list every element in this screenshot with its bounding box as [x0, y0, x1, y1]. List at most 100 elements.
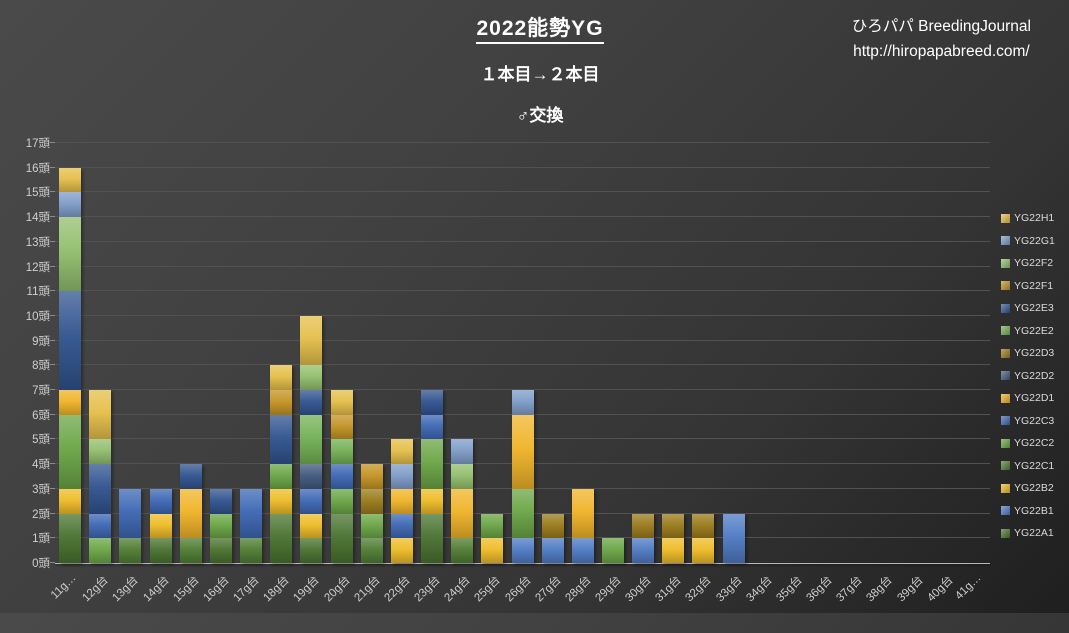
bar-segment: [451, 538, 474, 563]
y-axis-label: 3頭: [32, 483, 50, 496]
y-axis-tick: [50, 389, 55, 391]
bar-segment: [571, 538, 594, 563]
bar-segment: [300, 365, 323, 391]
bar-segment: [390, 488, 413, 514]
y-axis-label: 9頭: [32, 335, 50, 348]
legend-item: YG22D3: [1001, 342, 1055, 365]
legend-item: YG22B2: [1001, 477, 1055, 500]
bar: [149, 488, 172, 563]
legend-label: YG22C3: [1014, 414, 1055, 427]
chart-title: 2022能勢YG: [330, 12, 750, 44]
bar-segment: [209, 513, 232, 539]
gridline: [55, 290, 990, 292]
bar-segment: [390, 513, 413, 539]
legend-swatch: [1001, 416, 1010, 426]
bar-segment: [360, 464, 383, 489]
bar-segment: [421, 414, 444, 440]
y-axis-tick: [50, 142, 55, 143]
gridline: [55, 265, 990, 267]
bar-segment: [390, 464, 413, 489]
bar-segment: [511, 488, 534, 539]
bar-segment: [270, 488, 293, 514]
y-axis-label: 4頭: [32, 459, 50, 472]
y-axis-tick: [50, 240, 55, 242]
y-axis-tick: [50, 512, 55, 514]
y-axis-tick: [50, 487, 55, 489]
bar-segment: [571, 488, 594, 539]
bar-segment: [89, 439, 112, 465]
y-axis-label: 13頭: [25, 236, 50, 249]
bar: [300, 315, 323, 563]
bar: [330, 390, 353, 563]
bar-segment: [330, 513, 353, 563]
legend-label: YG22B2: [1014, 482, 1054, 495]
bar-segment: [59, 513, 82, 563]
bar-segment: [119, 488, 142, 539]
bar-segment: [240, 488, 263, 539]
bar: [360, 464, 383, 563]
y-axis-label: 11頭: [26, 286, 50, 299]
legend-label: YG22D2: [1014, 369, 1055, 382]
bar-segment: [270, 365, 293, 391]
gridline: [55, 166, 990, 168]
gridline: [55, 364, 990, 366]
bar: [541, 513, 564, 563]
bar-segment: [390, 538, 413, 563]
bar-segment: [360, 513, 383, 539]
gridline: [55, 216, 990, 218]
legend-item: YG22G1: [1001, 230, 1055, 253]
bar-segment: [421, 390, 444, 415]
legend-swatch: [1001, 506, 1010, 516]
gridline: [55, 339, 990, 341]
bar-segment: [511, 414, 534, 489]
y-axis-tick: [50, 290, 55, 292]
y-axis-label: 7頭: [32, 385, 50, 398]
bar-segment: [330, 390, 353, 415]
y-axis-tick: [50, 339, 55, 341]
bar-segment: [330, 414, 353, 440]
bar: [632, 513, 655, 563]
y-axis-tick: [50, 413, 55, 415]
bar-segment: [300, 538, 323, 563]
bar-segment: [59, 291, 82, 391]
bar-segment: [541, 538, 564, 563]
bar: [179, 464, 202, 563]
y-axis-label: 12頭: [25, 261, 50, 274]
legend: YG22H1 YG22G1 YG22F2 YG22F1 YG22E3 YG22E2 YG22…: [1001, 207, 1055, 545]
y-axis-tick: [50, 265, 55, 267]
x-axis-line: [55, 563, 990, 564]
gridline: [55, 389, 990, 391]
bar: [511, 390, 534, 563]
bar-segment: [59, 390, 82, 415]
y-axis-label: 0頭: [32, 558, 50, 570]
bar-segment: [511, 390, 534, 415]
legend-swatch: [1001, 258, 1010, 268]
credit-block: ひろパパ BreedingJournal http://hiropapabree…: [852, 14, 1031, 64]
bar-segment: [421, 488, 444, 514]
legend-item: YG22D1: [1001, 387, 1055, 410]
bar-segment: [300, 414, 323, 465]
bar: [119, 488, 142, 563]
bar-segment: [59, 192, 82, 218]
y-axis-tick: [50, 438, 55, 440]
bar-segment: [360, 538, 383, 563]
bar-segment: [511, 538, 534, 563]
legend-label: YG22C2: [1014, 437, 1055, 450]
bar: [59, 167, 82, 563]
legend-item: YG22C2: [1001, 432, 1055, 455]
y-axis-label: 17頭: [25, 138, 50, 150]
bar-segment: [89, 464, 112, 514]
bar: [209, 488, 232, 563]
legend-item: YG22B1: [1001, 500, 1055, 523]
legend-item: YG22E3: [1001, 297, 1055, 320]
bar-segment: [662, 513, 685, 539]
bar-segment: [270, 390, 293, 415]
bar-segment: [481, 538, 504, 563]
y-axis-tick: [50, 166, 55, 168]
bar-segment: [300, 464, 323, 489]
legend-item: YG22D2: [1001, 365, 1055, 388]
y-axis-label: 2頭: [32, 508, 50, 521]
legend-label: YG22F2: [1014, 257, 1054, 270]
gridline: [55, 240, 990, 242]
bar-segment: [89, 513, 112, 539]
